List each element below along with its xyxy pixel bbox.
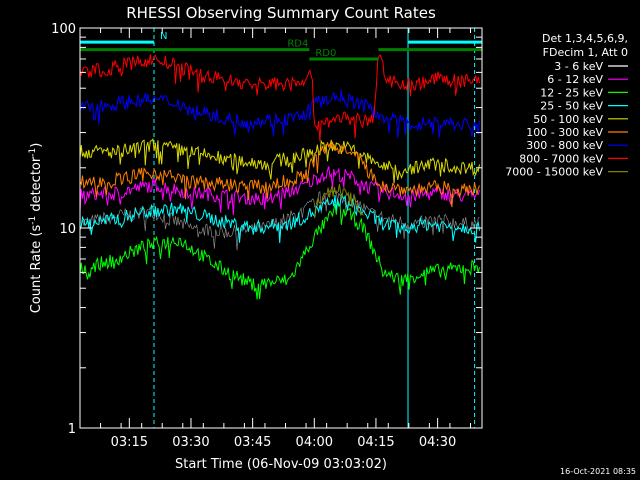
legend-label-1: 6 - 12 keV [547,73,603,86]
legend: Det 1,3,4,5,6,9, FDecim 1, Att 0 3 - 6 k… [505,32,628,179]
legend-label-8: 7000 - 15000 keV [505,166,603,179]
axis-ticks: 1 10 100 03:15 03:30 03:45 04:00 04:15 04:30 [51,22,482,450]
status-bar-label-1: RD4 [287,39,308,50]
y-label-end: ) [29,143,44,148]
x-axis-label: Start Time (06-Nov-09 03:03:02) [175,457,387,472]
legend-label-2: 12 - 25 keV [540,86,603,99]
chart-title: RHESSI Observing Summary Count Rates [126,4,436,22]
series-line-7 [79,54,480,142]
x-tick-label-1: 03:30 [172,435,209,450]
series-line-2 [79,200,480,300]
legend-label-4: 50 - 100 keV [533,113,603,126]
legend-header-2: FDecim 1, Att 0 [543,46,628,59]
series-line-8 [313,184,364,219]
x-tick-label-4: 04:15 [357,435,394,450]
series-line-4 [79,137,480,184]
series-line-3 [79,192,480,244]
y-tick-label-0: 1 [68,422,76,437]
x-tick-label-5: 04:30 [419,435,456,450]
legend-label-5: 100 - 300 keV [526,126,603,139]
legend-label-3: 25 - 50 keV [540,100,603,113]
status-bars: N RD4 RD0 [80,31,482,61]
x-tick-label-0: 03:15 [111,435,148,450]
status-bar-label-2: RD0 [315,48,336,59]
data-layer [79,28,480,428]
y-label-sup2: -1 [28,148,38,157]
y-tick-label-2: 100 [51,22,76,37]
footer-timestamp: 16-Oct-2021 08:35 [560,467,636,476]
status-bar-label-0: N [160,31,167,42]
legend-header-1: Det 1,3,4,5,6,9, [542,32,628,45]
legend-label-0: 3 - 6 keV [554,60,603,73]
y-label-main: Count Rate (s [29,225,44,314]
y-tick-label-1: 10 [59,222,76,237]
series-line-6 [79,89,480,138]
x-tick-label-2: 03:45 [234,435,271,450]
legend-label-6: 300 - 800 keV [526,139,603,152]
series-line-5 [79,141,480,208]
y-label-sup1: -1 [28,216,38,225]
y-label-mid: detector [29,156,44,216]
x-tick-label-3: 04:00 [296,435,333,450]
y-axis-label: Count Rate (s-1 detector-1) [28,143,44,314]
legend-label-7: 800 - 7000 keV [519,152,603,165]
